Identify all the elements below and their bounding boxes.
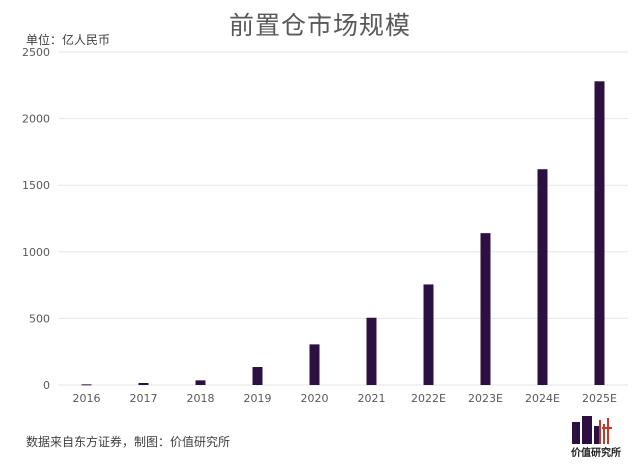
bars [81,81,605,386]
bar-2017 [138,383,149,385]
logo-text: 价值研究所 [571,448,621,459]
x-tick-label: 2023E [468,392,503,405]
y-tick-label: 2000 [22,113,50,126]
x-tick-label: 2017 [130,392,158,405]
bar-2022E [423,284,434,385]
bar-2018 [195,380,206,385]
bar-2021 [366,317,377,385]
y-tick-label: 1000 [22,246,50,259]
bar-2025E [594,81,605,385]
y-tick-label: 500 [29,312,50,325]
bar-2019 [252,367,263,385]
x-tick-label: 2022E [411,392,446,405]
x-tick-label: 2018 [187,392,215,405]
x-tick-label: 2024E [525,392,560,405]
unit-label: 单位：亿人民币 [26,33,111,47]
logo: 价值研究所 [566,414,626,462]
x-axis-ticks: 2016 2017 2018 2019 2020 2021 2022E 2023E 2024E 2… [73,392,618,405]
y-tick-label: 0 [43,379,50,392]
bar-2024E [537,169,548,385]
x-tick-label: 2021 [358,392,386,405]
chart-title: 前置仓市场规模 [228,11,411,40]
x-tick-label: 2020 [301,392,329,405]
source-note: 数据来自东方证券，制图：价值研究所 [26,435,231,449]
logo-mark-icon [572,416,612,444]
x-tick-label: 2016 [73,392,101,405]
gridlines [58,51,628,386]
bar-2020 [309,344,320,385]
x-tick-label: 2025E [582,392,617,405]
x-tick-label: 2019 [244,392,272,405]
y-tick-label: 2500 [22,46,50,59]
y-tick-label: 1500 [22,179,50,192]
bar-2016 [81,384,92,386]
y-axis-ticks: 0 500 1000 1500 2000 2500 [22,46,50,392]
bar-2023E [480,233,491,385]
